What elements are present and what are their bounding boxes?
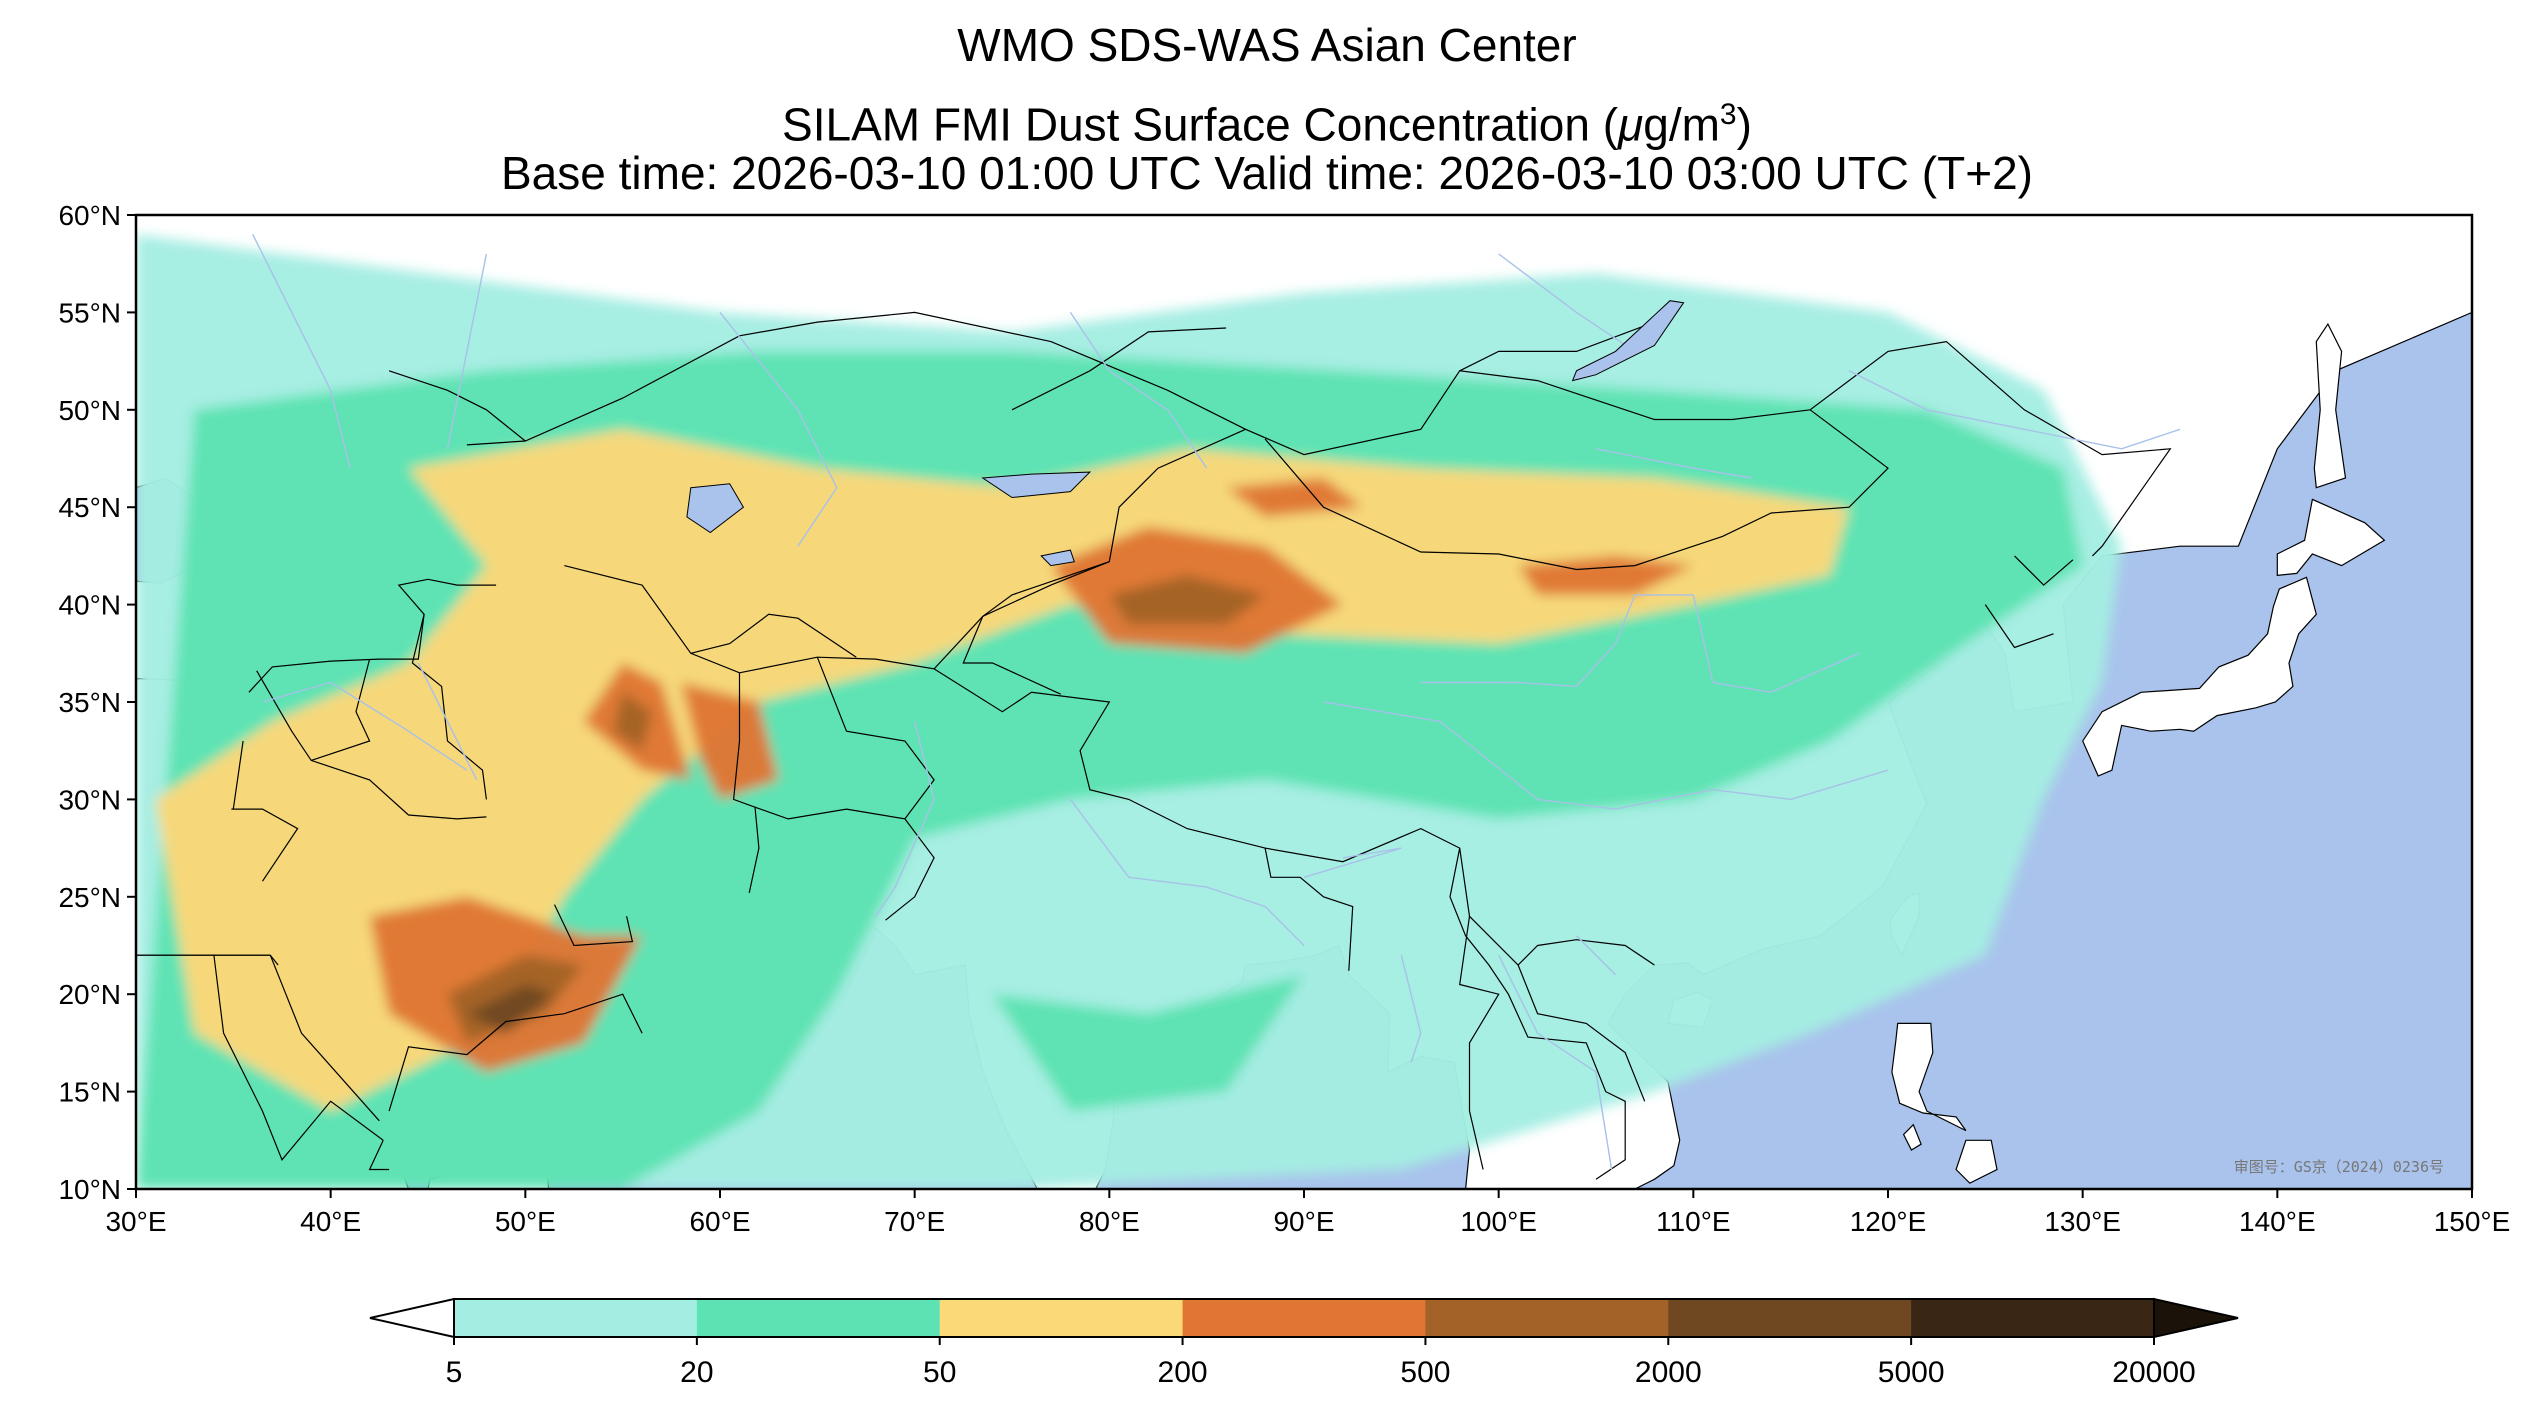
colorbar-swatch [1182,1299,1426,1337]
lon-tick-label: 120°E [1850,1206,1927,1237]
lon-tick-label: 110°E [1656,1206,1731,1237]
lat-tick-label: 60°N [58,200,121,231]
lon-tick-label: 30°E [105,1206,166,1237]
lat-tick-label: 20°N [58,979,121,1010]
lat-tick-label: 40°N [58,590,121,621]
colorbar: 5 20 50 200 500 2000 5000 20000 [369,1297,2239,1389]
latitude-axis: 60°N 55°N 50°N 45°N 40°N 35°N 30°N 25°N 20°N 15°N… [58,200,136,1205]
lon-tick-label: 130°E [2044,1206,2121,1237]
lon-tick-label: 150°E [2434,1206,2511,1237]
lat-tick-label: 35°N [58,687,121,718]
colorbar-swatch [1425,1299,1669,1337]
colorbar-tick-label: 50 [923,1356,956,1389]
lat-tick-label: 50°N [58,395,121,426]
colorbar-swatch [1668,1299,1912,1337]
colorbar-extend-under [369,1297,455,1339]
lat-tick-label: 15°N [58,1077,121,1108]
lat-tick-label: 55°N [58,297,121,328]
colorbar-tick-label: 5000 [1878,1356,1945,1389]
lat-tick-label: 30°N [58,784,121,815]
colorbar-tick-label: 500 [1400,1356,1450,1389]
colorbar-tick-label: 20 [680,1356,713,1389]
colorbar-tick-label: 200 [1158,1356,1208,1389]
colorbar-extend-over [2153,1297,2239,1339]
lat-tick-label: 25°N [58,882,121,913]
lon-tick-label: 100°E [1460,1206,1537,1237]
chart-title-line-3: Base time: 2026-03-10 01:00 UTC Valid ti… [501,147,2033,199]
lon-tick-label: 60°E [689,1206,750,1237]
lon-tick-label: 140°E [2239,1206,2316,1237]
colorbar-tick-label: 2000 [1635,1356,1702,1389]
lon-tick-label: 40°E [300,1206,361,1237]
lon-tick-label: 90°E [1273,1206,1334,1237]
colorbar-swatch [696,1299,941,1337]
chart-title-line-1: WMO SDS-WAS Asian Center [957,19,1577,71]
colorbar-tick-label: 20000 [2112,1356,2195,1389]
map-plot-area: 审图号：GS京（2024）0236号 [136,215,2472,1189]
colorbar-swatch [1911,1299,2155,1337]
chart-title-line-2: SILAM FMI Dust Surface Concentration (μg… [782,98,1752,151]
map-approval-stamp: 审图号：GS京（2024）0236号 [2234,1158,2444,1176]
dust-concentration-field [136,234,2122,1189]
lon-tick-label: 80°E [1079,1206,1140,1237]
country-borders [136,234,2181,1180]
colorbar-swatch [939,1299,1184,1337]
colorbar-tick-label: 5 [446,1356,463,1389]
longitude-axis: 30°E 40°E 50°E 60°E 70°E 80°E 90°E 100°E 110°E 12… [105,1189,2510,1237]
lon-tick-label: 50°E [495,1206,556,1237]
colorbar-frame [453,1298,2155,1338]
lat-tick-label: 10°N [58,1174,121,1205]
lon-tick-label: 70°E [884,1206,945,1237]
colorbar-swatch [454,1299,698,1337]
lat-tick-label: 45°N [58,492,121,523]
